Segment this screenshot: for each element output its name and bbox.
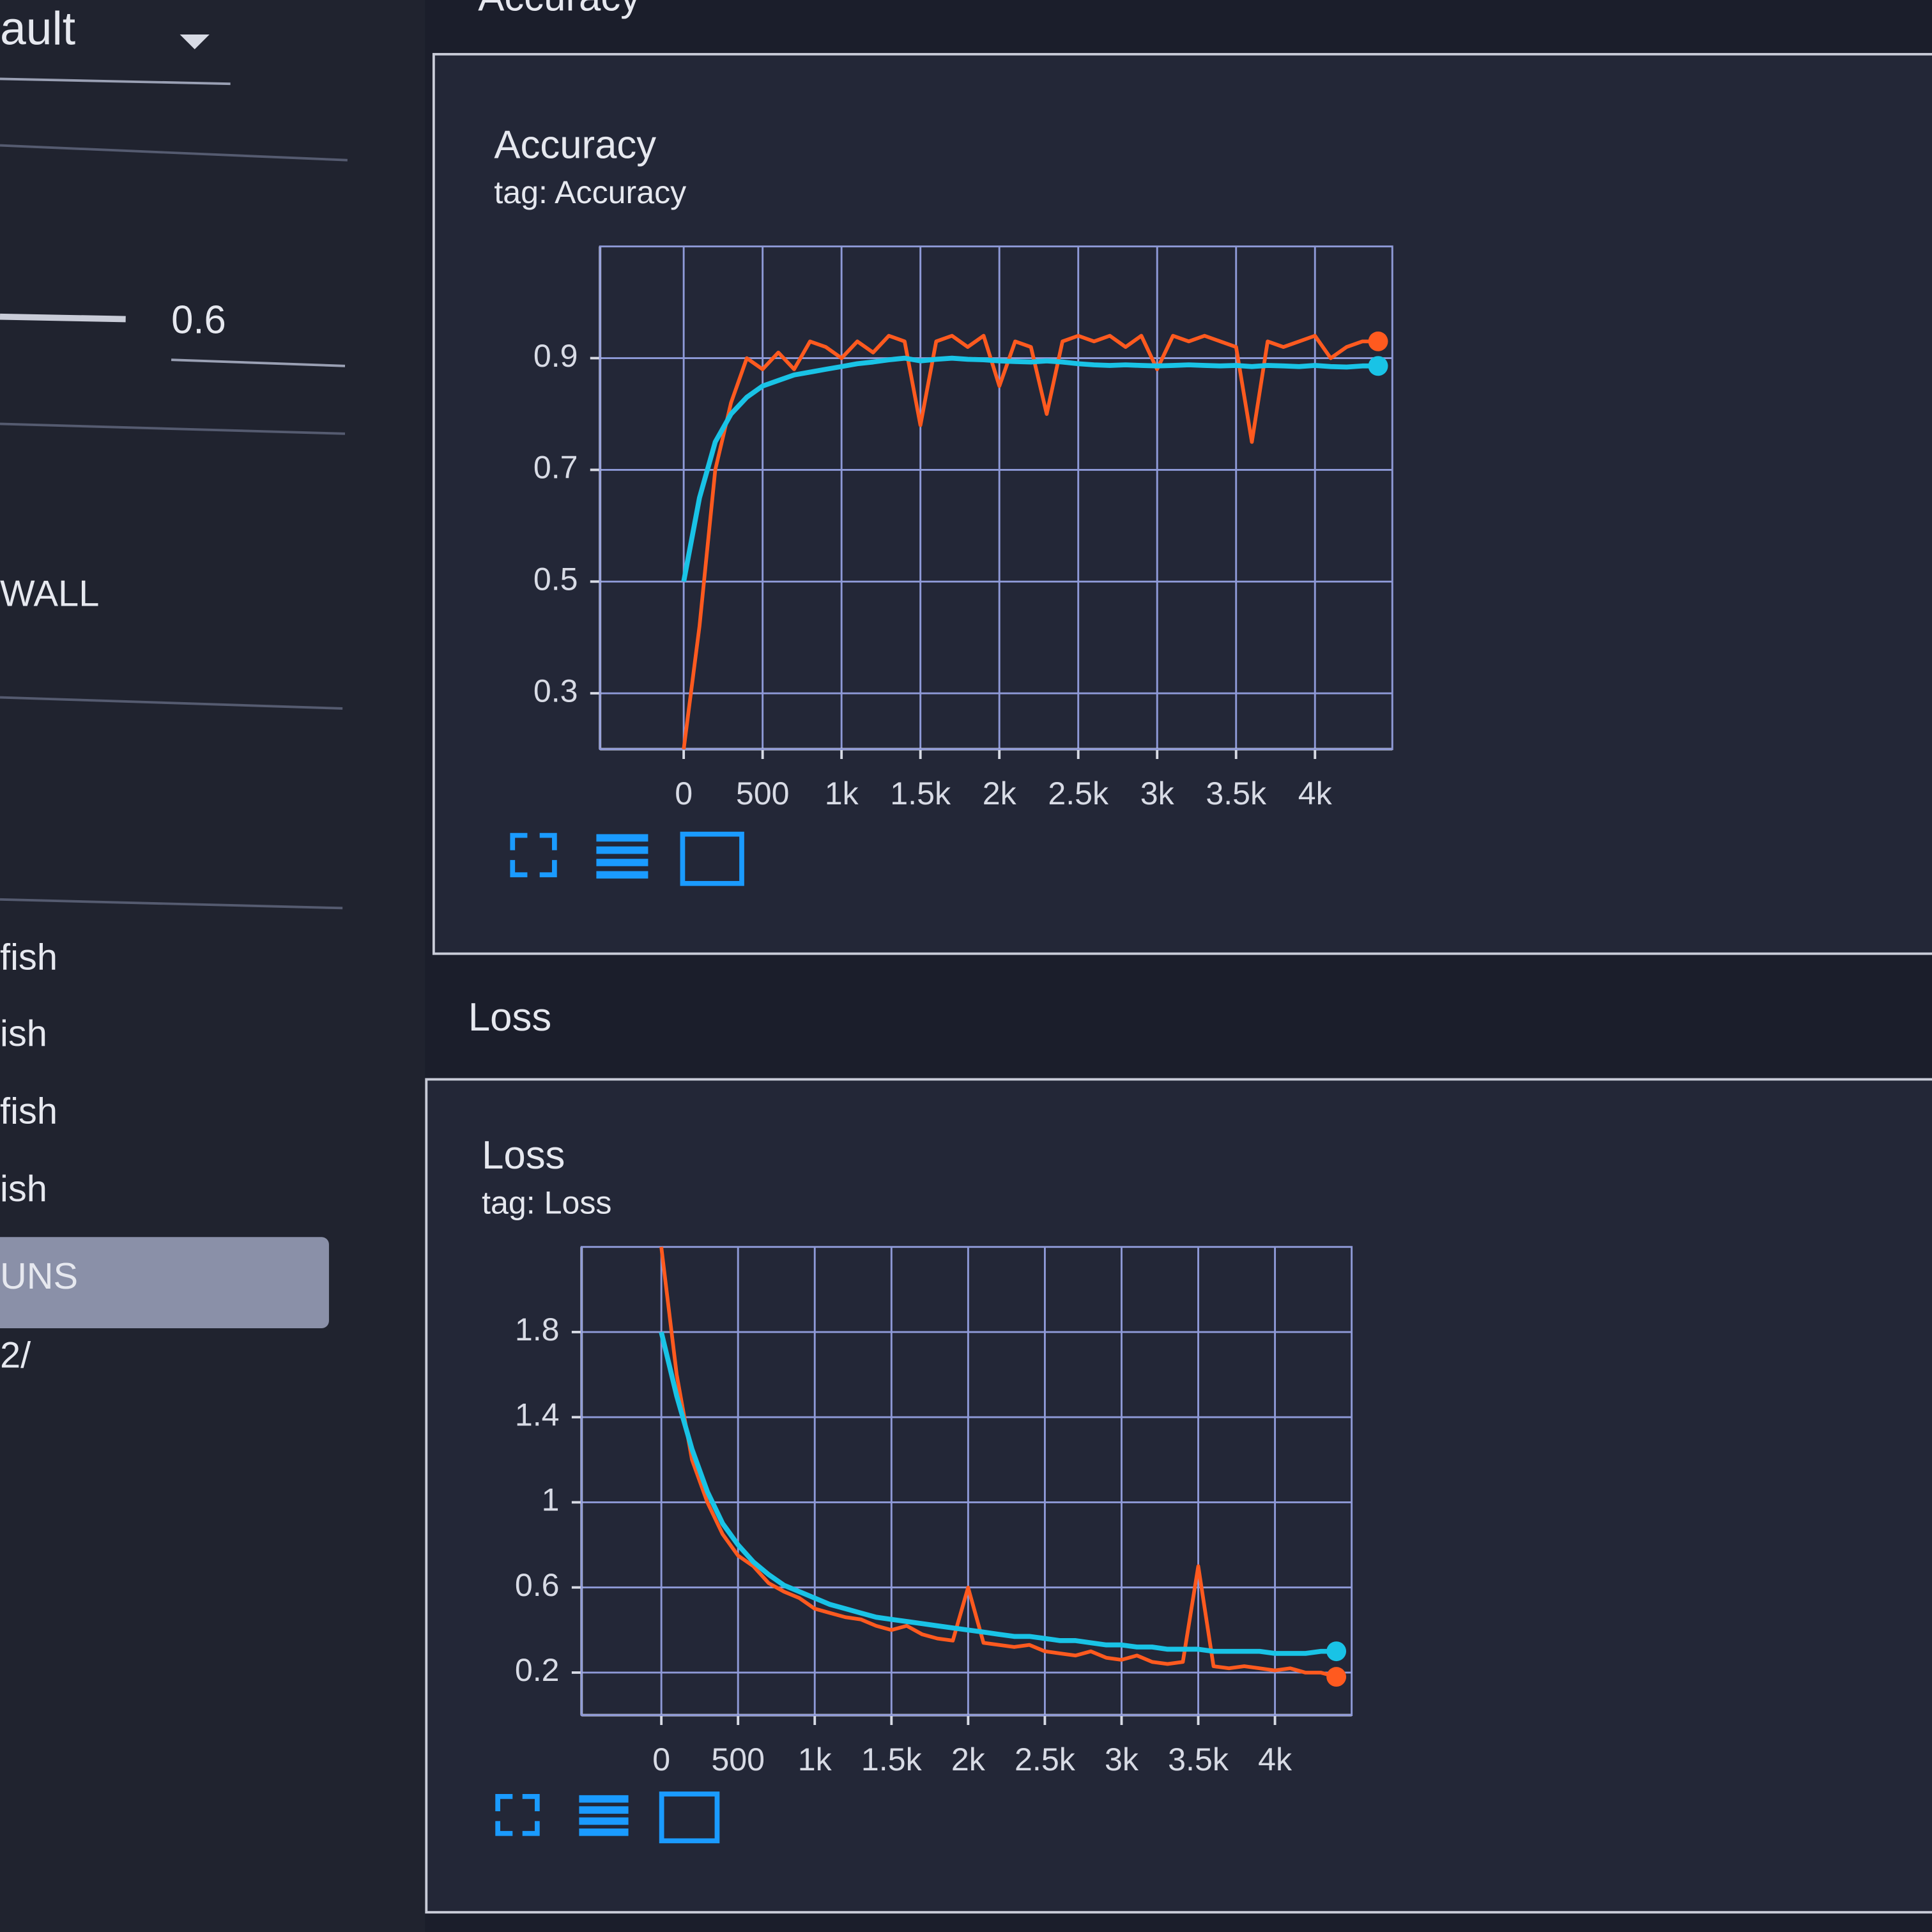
end-point bbox=[1326, 1641, 1347, 1662]
fullscreen-icon[interactable] bbox=[495, 1794, 540, 1836]
y-tick-label: 1 bbox=[542, 1482, 560, 1518]
x-tick-label: 500 bbox=[711, 1742, 765, 1777]
y-tick-label: 0.5 bbox=[533, 562, 578, 597]
divider bbox=[171, 358, 346, 367]
x-tick-label: 1k bbox=[825, 776, 859, 811]
chart-subtitle: tag: Accuracy bbox=[494, 174, 686, 210]
toolbar bbox=[510, 831, 744, 886]
y-tick-label: 0.9 bbox=[533, 338, 578, 374]
run[interactable]: ish bbox=[0, 1013, 47, 1054]
data-icon[interactable] bbox=[596, 834, 648, 879]
end-point bbox=[1326, 1667, 1347, 1687]
run[interactable]: ish bbox=[0, 1169, 47, 1209]
x-tick-label: 1.5k bbox=[861, 1742, 923, 1777]
dropdown-arrow[interactable] bbox=[180, 34, 210, 50]
data-icon[interactable] bbox=[579, 1795, 629, 1836]
plot-frame bbox=[580, 1246, 1353, 1717]
x-tick-label: 2k bbox=[951, 1742, 986, 1777]
section-title: Accuracy bbox=[478, 0, 640, 19]
y-tick-label: 0.6 bbox=[515, 1567, 560, 1603]
x-tick-label: 1.5k bbox=[890, 776, 951, 811]
divider bbox=[0, 422, 346, 435]
plot-frame bbox=[599, 245, 1393, 751]
x-tick-label: 3.5k bbox=[1206, 776, 1267, 811]
toolbar bbox=[495, 1791, 720, 1844]
card bbox=[425, 1078, 1932, 1914]
divider bbox=[0, 696, 343, 710]
x-tick-label: 1k bbox=[798, 1742, 832, 1777]
divider bbox=[0, 898, 343, 910]
x-tick-label: 4k bbox=[1258, 1742, 1292, 1777]
x-tick-label: 0 bbox=[675, 776, 693, 811]
fit-icon[interactable] bbox=[680, 831, 744, 886]
end-point bbox=[1368, 356, 1388, 376]
x-tick-label: 4k bbox=[1298, 776, 1333, 811]
x-tick-label: 2.5k bbox=[1015, 1742, 1076, 1777]
x-tick-label: 2k bbox=[983, 776, 1017, 811]
x-tick-label: 3k bbox=[1140, 776, 1175, 811]
fullscreen-icon[interactable] bbox=[510, 832, 557, 878]
chart-title: Loss bbox=[482, 1133, 565, 1177]
x-tick-label: 0 bbox=[652, 1742, 670, 1777]
slider[interactable] bbox=[0, 313, 126, 323]
slider-value[interactable]: 0.6 bbox=[171, 298, 226, 342]
dropdown[interactable]: ault bbox=[0, 3, 75, 55]
button-label[interactable]: UNS bbox=[0, 1256, 78, 1297]
run[interactable]: fish bbox=[0, 937, 57, 978]
series-line bbox=[659, 1246, 1337, 1679]
chart-subtitle: tag: Loss bbox=[482, 1184, 611, 1220]
divider bbox=[0, 144, 348, 162]
y-tick-label: 0.2 bbox=[515, 1652, 560, 1688]
y-tick-label: 0.7 bbox=[533, 450, 578, 486]
run[interactable]: fish bbox=[0, 1091, 57, 1132]
x-tick-label: 3k bbox=[1105, 1742, 1139, 1777]
path: 2/ bbox=[0, 1335, 31, 1376]
sidebar bbox=[0, 0, 425, 1932]
end-point bbox=[1368, 331, 1388, 351]
chart-title: Accuracy bbox=[494, 123, 656, 167]
button[interactable] bbox=[0, 1237, 329, 1328]
series-line bbox=[682, 334, 1379, 749]
fit-icon[interactable] bbox=[659, 1791, 720, 1844]
section-title: Loss bbox=[468, 995, 551, 1039]
series-line bbox=[659, 1331, 1337, 1656]
toggle-label[interactable]: WALL bbox=[0, 574, 99, 615]
x-tick-label: 3.5k bbox=[1168, 1742, 1229, 1777]
x-tick-label: 2.5k bbox=[1048, 776, 1109, 811]
y-tick-label: 1.4 bbox=[515, 1397, 560, 1432]
y-tick-label: 1.8 bbox=[515, 1312, 560, 1347]
series-line bbox=[681, 355, 1379, 582]
divider bbox=[0, 77, 231, 86]
x-tick-label: 500 bbox=[736, 776, 790, 811]
y-tick-label: 0.3 bbox=[533, 673, 578, 709]
